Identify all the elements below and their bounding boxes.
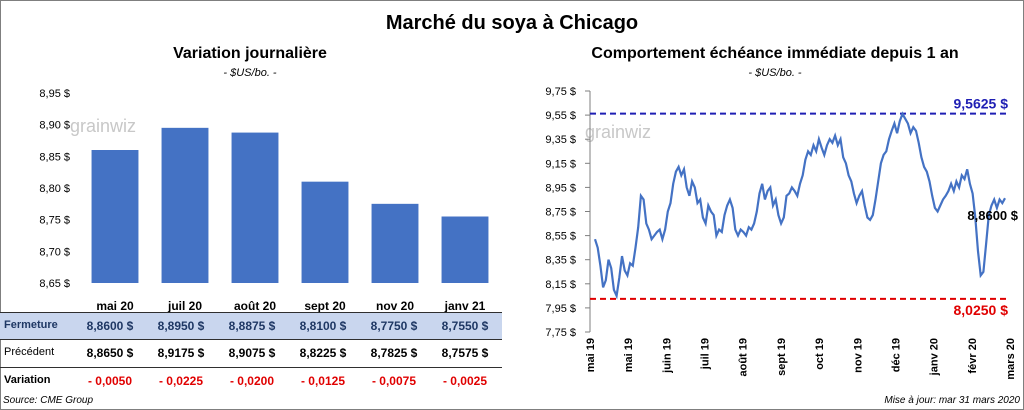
x-tick-label: mai 20 <box>96 299 134 313</box>
y-tick-label: 8,15 $ <box>545 279 576 291</box>
x-tick-label: nov 20 <box>376 299 414 313</box>
table-cell: 8,7575 $ <box>441 346 489 360</box>
table-cell: - 0,0225 <box>158 374 204 388</box>
bar <box>371 203 419 283</box>
right-chart-title: Comportement échéance immédiate depuis 1… <box>591 45 959 62</box>
watermark-logo: grainwiz <box>70 116 136 136</box>
last-price-label: 8,8600 $ <box>967 208 1018 223</box>
x-tick-label: juin 19 <box>661 338 673 374</box>
x-tick-label: mai 19 <box>623 338 635 372</box>
x-tick-label: déc 19 <box>890 338 902 372</box>
y-tick-label: 8,75 $ <box>39 215 70 227</box>
y-tick-label: 9,75 $ <box>545 86 576 98</box>
table-cell: 8,9075 $ <box>228 346 276 360</box>
x-tick-label: mars 20 <box>1005 338 1017 380</box>
x-tick-label: août 20 <box>234 299 276 313</box>
bar <box>161 127 209 283</box>
row-label: Fermeture <box>4 319 58 331</box>
x-tick-label: janv 21 <box>444 299 486 313</box>
bar <box>91 150 139 283</box>
line-chart: grainwiz 7,75 $ 7,95 $ 8,15 $ 8,35 $ 8,55 $ 8… <box>545 86 1018 380</box>
table-cell: 8,7550 $ <box>441 319 489 333</box>
x-tick-label: sept 20 <box>304 299 346 313</box>
table-cell: - 0,0075 <box>371 374 417 388</box>
y-tick-label: 8,75 $ <box>545 207 576 219</box>
y-tick-label: 8,35 $ <box>545 255 576 267</box>
table-row-fermeture: Fermeture 8,8600 $ 8,8950 $ 8,8875 $ 8,8… <box>0 312 502 340</box>
table-row-variation: Variation - 0,0050 - 0,0225 - 0,0200 - 0… <box>0 367 502 394</box>
price-series-line <box>593 111 1006 300</box>
bar <box>231 132 279 283</box>
table-cell: 8,8100 $ <box>299 319 347 333</box>
table-cell: 8,7825 $ <box>370 346 418 360</box>
x-tick-label: juil 19 <box>700 338 712 370</box>
watermark-logo: grainwiz <box>585 122 651 142</box>
table-cell: 8,7750 $ <box>370 319 418 333</box>
x-tick-label: févr 20 <box>967 338 979 373</box>
table-cell: - 0,0025 <box>442 374 488 388</box>
table-row-precedent: Précédent 8,8650 $ 8,9175 $ 8,9075 $ 8,8… <box>0 340 502 366</box>
table-cell: - 0,0050 <box>87 374 133 388</box>
x-tick-label: nov 19 <box>852 338 864 373</box>
table-cell: 8,8875 $ <box>228 319 276 333</box>
y-tick-label: 8,65 $ <box>39 278 70 290</box>
update-note: Mise à jour: mar 31 mars 2020 <box>884 395 1020 406</box>
y-tick-label: 8,70 $ <box>39 246 70 258</box>
table-cell: 8,8950 $ <box>157 319 205 333</box>
bar-chart: grainwiz 8,65 $ 8,70 $ 8,75 $ 8,80 $ 8,85 $ 8… <box>39 88 489 313</box>
y-tick-label: 8,95 $ <box>39 88 70 100</box>
row-label: Précédent <box>4 346 55 358</box>
bar <box>301 181 349 283</box>
y-tick-label: 9,15 $ <box>545 158 576 170</box>
y-tick-label: 8,80 $ <box>39 183 70 195</box>
reference-label: 9,5625 $ <box>954 96 1009 112</box>
left-chart-unit: - $US/bo. - <box>223 67 277 79</box>
table-cell: 8,8650 $ <box>86 346 134 360</box>
row-label: Variation <box>4 374 51 386</box>
y-tick-label: 9,35 $ <box>545 134 576 146</box>
source-note: Source: CME Group <box>3 395 94 406</box>
x-tick-label: oct 19 <box>814 338 826 370</box>
y-tick-label: 9,55 $ <box>545 110 576 122</box>
x-tick-label: juil 20 <box>167 299 202 313</box>
table-cell: 8,8600 $ <box>86 319 134 333</box>
y-tick-label: 8,90 $ <box>39 120 70 132</box>
y-tick-label: 8,85 $ <box>39 151 70 163</box>
page-title: Marché du soya à Chicago <box>385 12 639 34</box>
table-cell: 8,8225 $ <box>299 346 347 360</box>
right-chart-unit: - $US/bo. - <box>748 67 802 79</box>
reference-label: 8,0250 $ <box>954 302 1009 318</box>
y-tick-label: 7,95 $ <box>545 303 576 315</box>
y-tick-label: 8,55 $ <box>545 231 576 243</box>
y-tick-label: 8,95 $ <box>545 182 576 194</box>
table-cell: - 0,0200 <box>229 374 275 388</box>
table-cell: - 0,0125 <box>300 374 346 388</box>
y-tick-label: 7,75 $ <box>545 327 576 339</box>
bar <box>441 216 489 283</box>
table-cell: 8,9175 $ <box>157 346 205 360</box>
x-tick-label: sept 19 <box>776 338 788 376</box>
left-chart-title: Variation journalière <box>173 45 327 62</box>
x-tick-label: août 19 <box>738 338 750 377</box>
x-tick-label: janv 20 <box>929 338 941 376</box>
x-tick-label: mai 19 <box>585 338 597 372</box>
